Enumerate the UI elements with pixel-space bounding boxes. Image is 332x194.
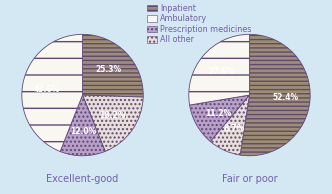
Legend: Inpatient, Ambulatory, Prescription medicines, All other: Inpatient, Ambulatory, Prescription medi… [147, 4, 251, 44]
Wedge shape [83, 95, 143, 151]
Text: 43.6%: 43.6% [33, 85, 60, 94]
Text: 25.3%: 25.3% [96, 65, 122, 74]
Text: 27.6%: 27.6% [208, 67, 235, 76]
Wedge shape [240, 34, 310, 156]
Text: 18.2%: 18.2% [100, 111, 126, 120]
Wedge shape [60, 95, 105, 156]
Text: 8.7%: 8.7% [224, 124, 245, 133]
Wedge shape [190, 95, 249, 141]
Wedge shape [83, 34, 143, 97]
Text: 12.0%: 12.0% [70, 127, 97, 136]
Text: 11.2%: 11.2% [205, 109, 231, 118]
Title: Excellent-good: Excellent-good [46, 174, 119, 184]
Text: 52.4%: 52.4% [273, 93, 299, 102]
Wedge shape [189, 34, 249, 105]
Title: Fair or poor: Fair or poor [222, 174, 277, 184]
Wedge shape [22, 34, 83, 152]
Wedge shape [210, 95, 249, 155]
